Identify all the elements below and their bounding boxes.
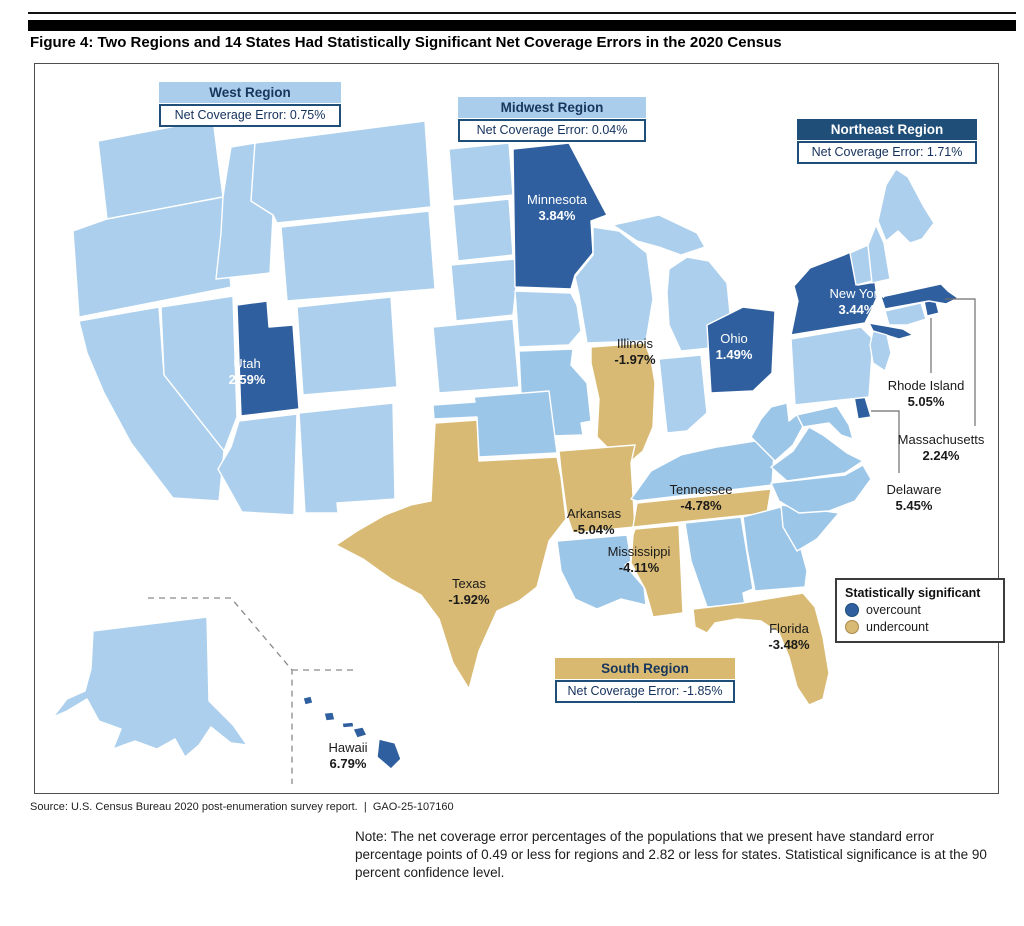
legend-title: Statistically significant — [845, 586, 981, 600]
legend-item-label: undercount — [866, 620, 929, 634]
state-connecticut — [884, 302, 927, 326]
state-california — [78, 306, 225, 502]
figure-title: Figure 4: Two Regions and 14 States Had … — [30, 34, 782, 51]
region-box-west: West Region Net Coverage Error: 0.75% — [159, 82, 341, 127]
region-box-midwest: Midwest Region Net Coverage Error: 0.04% — [458, 97, 646, 142]
state-wyoming — [280, 210, 436, 302]
callout-line — [871, 410, 900, 473]
state-florida — [692, 592, 830, 706]
report-id: GAO-25-107160 — [372, 801, 454, 813]
map-figure: West Region Net Coverage Error: 0.75% Mi… — [34, 63, 1005, 794]
region-error: Net Coverage Error: 0.04% — [458, 119, 646, 142]
state-alabama — [684, 516, 754, 608]
state-illinois — [590, 342, 656, 464]
state-oklahoma — [432, 390, 558, 458]
state-oregon — [72, 196, 232, 318]
note-text: Note: The net coverage error percentages… — [355, 829, 987, 880]
state-new-hampshire — [867, 224, 891, 284]
undercount-swatch-icon — [845, 620, 859, 634]
legend-item-undercount: undercount — [845, 620, 995, 634]
state-arkansas — [558, 444, 636, 534]
region-error: Net Coverage Error: 1.71% — [797, 141, 977, 164]
state-hawaii-big-island — [376, 738, 402, 770]
state-arizona — [217, 413, 298, 516]
state-new-jersey — [869, 330, 892, 372]
source-text: Source: U.S. Census Bureau 2020 post-enu… — [30, 801, 358, 813]
source-separator: | — [363, 801, 367, 813]
state-mississippi — [630, 524, 684, 618]
source-line: Source: U.S. Census Bureau 2020 post-enu… — [30, 801, 454, 813]
state-north-carolina — [770, 464, 872, 514]
state-hawaii-maui — [352, 726, 368, 739]
state-utah — [236, 300, 300, 417]
region-name: South Region — [555, 658, 735, 679]
state-montana — [250, 120, 432, 224]
state-nebraska — [450, 258, 519, 322]
state-hawaii-molokai — [341, 721, 355, 729]
state-maine — [877, 168, 935, 244]
state-kansas — [432, 318, 520, 394]
region-error: Net Coverage Error: 0.75% — [159, 104, 341, 127]
region-name: West Region — [159, 82, 341, 103]
state-virginia — [770, 426, 864, 482]
overcount-swatch-icon — [845, 603, 859, 617]
state-indiana — [658, 354, 708, 434]
state-south-dakota — [452, 198, 514, 262]
callout-line — [945, 298, 976, 426]
region-error: Net Coverage Error: -1.85% — [555, 680, 735, 703]
state-ohio — [706, 306, 776, 394]
region-name: Northeast Region — [797, 119, 977, 140]
legend: Statistically significant overcount unde… — [835, 578, 1005, 643]
state-west-virginia — [750, 402, 808, 462]
legend-item-label: overcount — [866, 603, 921, 617]
us-map — [52, 118, 976, 784]
state-hawaii-kauai — [302, 695, 314, 706]
state-iowa — [514, 290, 582, 348]
inset-divider-line — [148, 597, 293, 784]
state-south-carolina — [780, 504, 840, 552]
region-box-northeast: Northeast Region Net Coverage Error: 1.7… — [797, 119, 977, 164]
top-rule-thin — [28, 12, 1016, 14]
state-michigan-upper-peninsula — [612, 214, 706, 256]
state-louisiana — [556, 534, 647, 610]
state-wisconsin — [574, 226, 654, 344]
state-maryland — [796, 405, 854, 440]
state-new-mexico — [298, 402, 396, 514]
top-rule-thick — [28, 20, 1016, 31]
state-north-dakota — [448, 142, 514, 202]
region-box-south: South Region Net Coverage Error: -1.85% — [555, 658, 735, 703]
region-name: Midwest Region — [458, 97, 646, 118]
state-alaska — [52, 616, 248, 758]
state-massachusetts — [880, 283, 959, 310]
state-pennsylvania — [790, 326, 874, 406]
state-texas — [335, 419, 567, 690]
legend-item-overcount: overcount — [845, 603, 995, 617]
state-new-york-long-island — [868, 322, 914, 340]
state-hawaii-oahu — [323, 711, 336, 722]
state-colorado — [296, 296, 398, 396]
